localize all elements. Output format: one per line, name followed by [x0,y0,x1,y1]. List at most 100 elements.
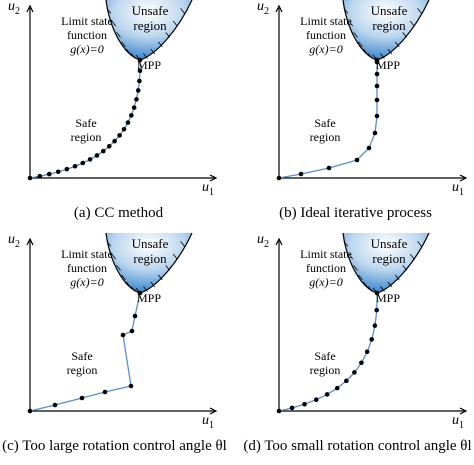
iteration-point [125,120,131,125]
iteration-point [374,307,379,313]
panel-caption: (d) Too small rotation control angle θl [243,438,472,454]
iteration-path [29,59,141,179]
unsafe-region-shape [106,233,192,293]
iteration-point [366,145,372,151]
mpp-label: MPP [137,291,162,305]
u1-axis-arrow [209,407,218,415]
iteration-point [52,402,58,408]
panel-c: u2 u1 Unsafe region Limit state function g(… [0,232,237,465]
panel-d: u2 u1 Unsafe region Limit state function g(… [237,232,474,465]
u2-axis-label: u2 [8,0,20,17]
u1-axis-label: u1 [452,413,464,431]
iteration-point [276,175,282,181]
iteration-point [94,153,100,158]
unsafe-region-label: Unsafe region [370,236,408,266]
unsafe-region-shape [343,0,429,60]
iteration-point [344,378,349,384]
u2-axis-label: u2 [257,232,269,250]
iteration-point [27,175,33,181]
limit-state-label: Limit state function g(x)=0 [300,14,352,56]
hatch-marks [106,241,185,294]
unsafe-region-label: Unsafe region [131,3,169,33]
iteration-point [101,148,106,154]
unsafe-region-shape [106,0,192,60]
u1-axis-label: u1 [452,180,464,198]
iteration-point [302,401,307,407]
iteration-point [129,328,135,334]
unsafe-region-shape [343,233,429,293]
iteration-point [359,360,364,366]
panel-b: u2 u1 Unsafe region Limit state function g(… [237,0,474,232]
iteration-point [313,397,319,403]
safe-region-label: Safe region [309,116,341,144]
u1-axis-arrow [209,174,218,182]
iteration-point [46,171,52,177]
iteration-point [102,389,108,395]
panel-c-diagram [26,232,218,415]
u2-axis-label: u2 [257,0,269,17]
iteration-point [369,337,374,342]
unsafe-region-label: Unsafe region [131,236,169,266]
iteration-point [106,144,112,149]
unsafe-region-label: Unsafe region [370,3,408,33]
iteration-point [289,405,295,411]
iteration-point [324,392,330,397]
iteration-point [372,323,378,328]
iteration-point [120,332,126,338]
hatch-marks [343,8,422,61]
iteration-point [134,97,139,102]
iteration-point [374,113,380,119]
iteration-point [352,370,357,375]
iteration-point [72,163,78,169]
iteration-point [117,133,122,138]
u2-axis-label: u2 [8,232,20,250]
iteration-point [129,113,134,118]
u2-axis-arrow [26,4,34,13]
iteration-point [374,290,380,296]
iteration-point [55,169,61,175]
iteration-point [374,97,380,103]
iteration-point [137,290,143,296]
u1-axis-label: u1 [202,413,214,431]
iteration-point [364,349,370,355]
iteration-point [131,105,137,110]
iteration-point [132,313,138,319]
u1-axis-arrow [459,407,468,415]
iteration-point [137,78,142,84]
u2-axis-arrow [275,237,283,246]
panel-caption: (c) Too large rotation control angle θl [2,438,227,454]
iteration-point [79,395,85,401]
limit-state-label: Limit state function g(x)=0 [61,14,113,56]
iteration-point [334,385,340,391]
iteration-point [27,408,33,414]
iteration-path [278,292,378,412]
iteration-point [372,130,378,136]
iteration-point [354,157,360,163]
iteration-point [64,166,70,172]
panel-b-diagram [275,0,468,182]
iteration-point [37,173,43,179]
iteration-point [276,408,282,414]
safe-region-label: Safe region [70,116,102,144]
hatch-marks [106,8,185,61]
iteration-point [137,68,143,74]
mpp-label: MPP [376,58,401,72]
iteration-point [87,157,93,162]
iteration-point [374,57,380,63]
panel-d-diagram [275,232,468,415]
iteration-point [80,160,86,166]
iteration-point [112,138,117,144]
mpp-label: MPP [376,291,401,305]
limit-state-label: Limit state function g(x)=0 [300,247,352,289]
mpp-label: MPP [137,58,162,72]
iteration-point [128,383,134,389]
u1-axis-arrow [459,174,468,182]
safe-region-label: Safe region [66,349,98,377]
iteration-point [374,71,380,77]
iteration-point [374,83,380,89]
iteration-point [137,57,143,63]
u2-axis-arrow [26,237,34,246]
iteration-point [135,88,141,93]
u2-axis-arrow [275,4,283,13]
limit-state-label: Limit state function g(x)=0 [61,247,113,289]
